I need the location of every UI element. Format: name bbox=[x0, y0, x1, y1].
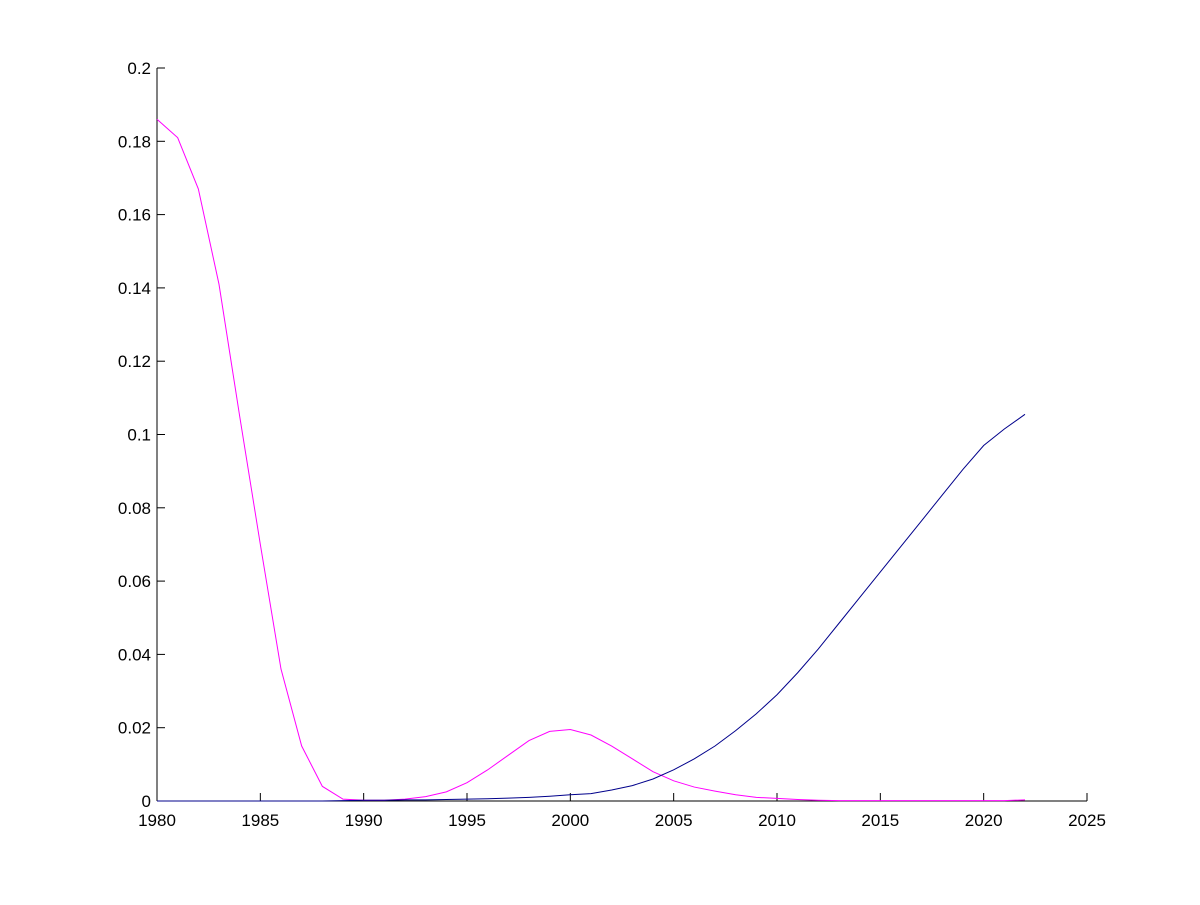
x-tick-label: 2010 bbox=[758, 811, 796, 830]
y-tick-label: 0.2 bbox=[127, 59, 151, 78]
y-tick-label: 0.04 bbox=[118, 645, 151, 664]
x-tick-label: 2020 bbox=[965, 811, 1003, 830]
x-tick-label: 2015 bbox=[861, 811, 899, 830]
x-tick-label: 1995 bbox=[448, 811, 486, 830]
x-tick-label: 1985 bbox=[241, 811, 279, 830]
x-tick-label: 1980 bbox=[138, 811, 176, 830]
y-tick-label: 0.1 bbox=[127, 426, 151, 445]
y-tick-label: 0.08 bbox=[118, 499, 151, 518]
y-tick-label: 0.06 bbox=[118, 572, 151, 591]
data-line bbox=[157, 413, 1026, 802]
y-tick-label: 0.02 bbox=[118, 719, 151, 738]
x-tick-label: 2005 bbox=[655, 811, 693, 830]
y-tick-label: 0.12 bbox=[118, 352, 151, 371]
y-tick-label: 0.16 bbox=[118, 206, 151, 225]
x-tick-label: 2025 bbox=[1068, 811, 1106, 830]
data-line bbox=[156, 118, 1026, 802]
y-tick-label: 0.14 bbox=[118, 279, 151, 298]
x-tick-label: 2000 bbox=[551, 811, 589, 830]
y-tick-label: 0.18 bbox=[118, 132, 151, 151]
y-tick-label: 0 bbox=[142, 792, 151, 811]
x-tick-label: 1990 bbox=[345, 811, 383, 830]
